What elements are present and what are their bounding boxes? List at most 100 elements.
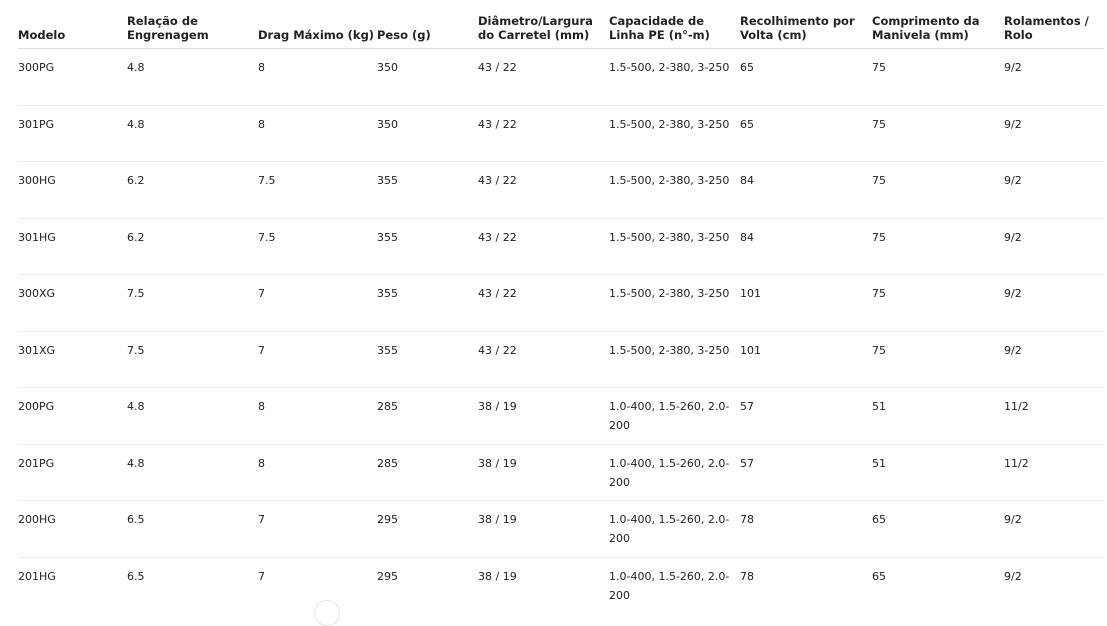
cell-spool-size: 43 / 22	[478, 105, 609, 162]
cell-max-drag: 8	[258, 444, 377, 501]
table-row: 301XG 7.5 7 355 43 / 22 1.5-500, 2-380, 3-250…	[18, 331, 1104, 388]
cell-bearings: 9/2	[1004, 48, 1104, 106]
cell-line-capacity: 1.5-500, 2-380, 3-250	[609, 105, 740, 162]
cell-line-capacity: 1.5-500, 2-380, 3-250	[609, 331, 740, 388]
cell-retrieve: 78	[740, 569, 754, 583]
cell-spool-size: 43 / 22	[478, 274, 609, 332]
table-row: 301PG 4.8 8 350 43 / 22 1.5-500, 2-380, 3-250…	[18, 105, 1104, 162]
cell-gear-ratio: 6.2	[127, 218, 258, 275]
cell-spool-size: 38 / 19	[478, 387, 609, 445]
cell-model: 300PG	[18, 48, 127, 106]
cell-model: 201PG	[18, 444, 127, 501]
cell-line-capacity: 1.0-400, 1.5-260, 2.0-200	[609, 569, 730, 602]
cell-max-drag: 7	[258, 569, 265, 583]
table-row: 201HG 6.5 7 295 38 / 19 1.0-400, 1.5-260, 2.0…	[18, 557, 1104, 613]
cell-handle-length: 75	[872, 48, 1004, 106]
cell-model: 301PG	[18, 105, 127, 162]
cell-line-capacity: 1.5-500, 2-380, 3-250	[609, 274, 740, 332]
cell-gear-ratio: 4.8	[127, 387, 258, 445]
cell-handle-length: 75	[872, 331, 1004, 388]
cell-gear-ratio: 7.5	[127, 331, 258, 388]
cell-spool-size: 43 / 22	[478, 161, 609, 219]
column-header-retrieve: Recolhimento por Volta (cm)	[740, 14, 872, 49]
cell-weight: 350	[377, 105, 478, 162]
table-row: 300HG 6.2 7.5 355 43 / 22 1.5-500, 2-380, 3-2…	[18, 161, 1104, 219]
cell-handle-length: 75	[872, 274, 1004, 332]
cell-weight: 295	[377, 569, 398, 583]
column-header-weight: Peso (g)	[377, 14, 478, 49]
cell-bearings: 9/2	[1004, 331, 1104, 388]
cell-model: 301HG	[18, 218, 127, 275]
cell-retrieve: 78	[740, 500, 872, 558]
cell-max-drag: 7	[258, 500, 377, 558]
cell-line-capacity: 1.5-500, 2-380, 3-250	[609, 218, 740, 275]
scroll-button[interactable]	[314, 600, 340, 626]
cell-spool-size: 43 / 22	[478, 331, 609, 388]
cell-max-drag: 7.5	[258, 161, 377, 219]
cell-bearings: 9/2	[1004, 569, 1022, 583]
column-header-line-capacity: Capacidade de Linha PE (n°-m)	[609, 14, 740, 49]
cell-model: 200PG	[18, 387, 127, 445]
cell-retrieve: 101	[740, 274, 872, 332]
cell-gear-ratio: 6.2	[127, 161, 258, 219]
cell-model: 200HG	[18, 500, 127, 558]
cell-weight: 355	[377, 161, 478, 219]
table-row: 301HG 6.2 7.5 355 43 / 22 1.5-500, 2-380, 3-2…	[18, 218, 1104, 275]
cell-bearings: 11/2	[1004, 387, 1104, 445]
cell-handle-length: 51	[872, 444, 1004, 501]
cell-weight: 350	[377, 48, 478, 106]
cell-max-drag: 7.5	[258, 218, 377, 275]
cell-bearings: 9/2	[1004, 274, 1104, 332]
cell-gear-ratio: 4.8	[127, 105, 258, 162]
cell-gear-ratio: 6.5	[127, 569, 145, 583]
cell-retrieve: 65	[740, 105, 872, 162]
column-header-spool-size: Diâmetro/Largura do Carretel (mm)	[478, 14, 609, 49]
cell-max-drag: 7	[258, 331, 377, 388]
cell-gear-ratio: 4.8	[127, 48, 258, 106]
cell-handle-length: 65	[872, 500, 1004, 558]
cell-retrieve: 84	[740, 218, 872, 275]
cell-retrieve: 65	[740, 48, 872, 106]
table-row: 200HG 6.5 7 295 38 / 19 1.0-400, 1.5-260, 2.0…	[18, 500, 1104, 558]
cell-line-capacity: 1.0-400, 1.5-260, 2.0-200	[609, 500, 740, 558]
cell-weight: 285	[377, 444, 478, 501]
cell-line-capacity: 1.5-500, 2-380, 3-250	[609, 161, 740, 219]
cell-spool-size: 38 / 19	[478, 569, 517, 583]
table-header-row: Modelo Relação de Engrenagem Drag Máximo (…	[18, 14, 1104, 49]
table-row: 200PG 4.8 8 285 38 / 19 1.0-400, 1.5-260, 2.0…	[18, 387, 1104, 445]
cell-spool-size: 38 / 19	[478, 444, 609, 501]
cell-handle-length: 65	[872, 569, 886, 583]
column-header-handle-length: Comprimento da Manivela (mm)	[872, 14, 1004, 49]
cell-retrieve: 84	[740, 161, 872, 219]
cell-weight: 355	[377, 218, 478, 275]
cell-spool-size: 38 / 19	[478, 500, 609, 558]
column-header-bearings: Rolamentos / Rolo	[1004, 14, 1104, 49]
cell-handle-length: 75	[872, 161, 1004, 219]
column-header-max-drag: Drag Máximo (kg)	[258, 14, 377, 49]
cell-retrieve: 57	[740, 387, 872, 445]
cell-bearings: 9/2	[1004, 161, 1104, 219]
cell-model: 201HG	[18, 569, 56, 583]
cell-line-capacity: 1.0-400, 1.5-260, 2.0-200	[609, 444, 740, 501]
cell-spool-size: 43 / 22	[478, 218, 609, 275]
cell-bearings: 9/2	[1004, 500, 1104, 558]
column-header-model: Modelo	[18, 14, 127, 49]
cell-retrieve: 57	[740, 444, 872, 501]
cell-model: 301XG	[18, 331, 127, 388]
cell-retrieve: 101	[740, 331, 872, 388]
cell-weight: 285	[377, 387, 478, 445]
cell-gear-ratio: 6.5	[127, 500, 258, 558]
cell-weight: 355	[377, 331, 478, 388]
cell-gear-ratio: 4.8	[127, 444, 258, 501]
cell-line-capacity: 1.0-400, 1.5-260, 2.0-200	[609, 387, 740, 445]
specs-table: Modelo Relação de Engrenagem Drag Máximo (…	[18, 14, 1104, 613]
table-row: 201PG 4.8 8 285 38 / 19 1.0-400, 1.5-260, 2.0…	[18, 444, 1104, 501]
cell-max-drag: 8	[258, 105, 377, 162]
cell-bearings: 9/2	[1004, 218, 1104, 275]
cell-max-drag: 7	[258, 274, 377, 332]
cell-handle-length: 75	[872, 105, 1004, 162]
table-row: 300PG 4.8 8 350 43 / 22 1.5-500, 2-380, 3-250…	[18, 48, 1104, 106]
cell-bearings: 11/2	[1004, 444, 1104, 501]
column-header-gear-ratio: Relação de Engrenagem	[127, 14, 258, 49]
cell-bearings: 9/2	[1004, 105, 1104, 162]
